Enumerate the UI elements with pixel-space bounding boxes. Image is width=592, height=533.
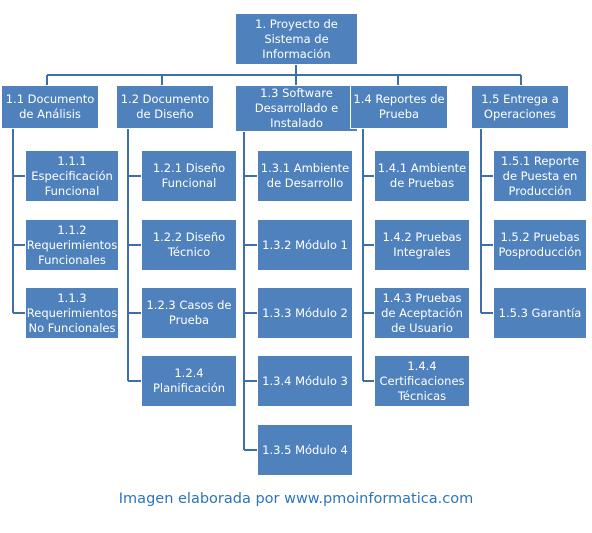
wbs-item-1-5-2: 1.5.2 Pruebas Posproducción [493,219,587,271]
wbs-item-1-1-1: 1.1.1 Especificación Funcional [25,150,119,202]
wbs-phase-1-5: 1.5 Entrega a Operaciones [471,85,569,129]
wbs-item-1-3-5: 1.3.5 Módulo 4 [257,424,353,476]
wbs-phase-1-3: 1.3 Software Desarrollado e Instalado [235,85,358,132]
wbs-item-1-4-3: 1.4.3 Pruebas de Aceptación de Usuario [374,287,470,339]
wbs-item-1-3-1: 1.3.1 Ambiente de Desarrollo [257,150,353,202]
wbs-phase-1-1: 1.1 Documento de Análisis [1,85,99,129]
wbs-item-1-4-1: 1.4.1 Ambiente de Pruebas [374,150,470,202]
wbs-item-1-5-1: 1.5.1 Reporte de Puesta en Producción [493,150,587,202]
wbs-item-1-1-2: 1.1.2 Requerimientos Funcionales [25,219,119,271]
wbs-item-1-3-3: 1.3.3 Módulo 2 [257,287,353,339]
wbs-item-1-5-3: 1.5.3 Garantía [493,287,587,339]
wbs-item-1-4-4: 1.4.4 Certificaciones Técnicas [374,355,470,407]
wbs-item-1-2-2: 1.2.2 Diseño Técnico [141,219,237,271]
wbs-phase-1-4: 1.4 Reportes de Prueba [350,85,448,129]
credit-caption: Imagen elaborada por www.pmoinformatica.… [118,491,474,507]
wbs-item-1-1-3: 1.1.3 Requerimientos No Funcionales [25,287,119,339]
wbs-item-1-2-4: 1.2.4 Planificación [141,355,237,407]
wbs-item-1-3-4: 1.3.4 Módulo 3 [257,355,353,407]
wbs-item-1-4-2: 1.4.2 Pruebas Integrales [374,219,470,271]
wbs-item-1-2-1: 1.2.1 Diseño Funcional [141,150,237,202]
wbs-phase-1-2: 1.2 Documento de Diseño [116,85,214,129]
wbs-root-node: 1. Proyecto de Sistema de Información [235,13,358,65]
wbs-item-1-3-2: 1.3.2 Módulo 1 [257,219,353,271]
wbs-item-1-2-3: 1.2.3 Casos de Prueba [141,287,237,339]
